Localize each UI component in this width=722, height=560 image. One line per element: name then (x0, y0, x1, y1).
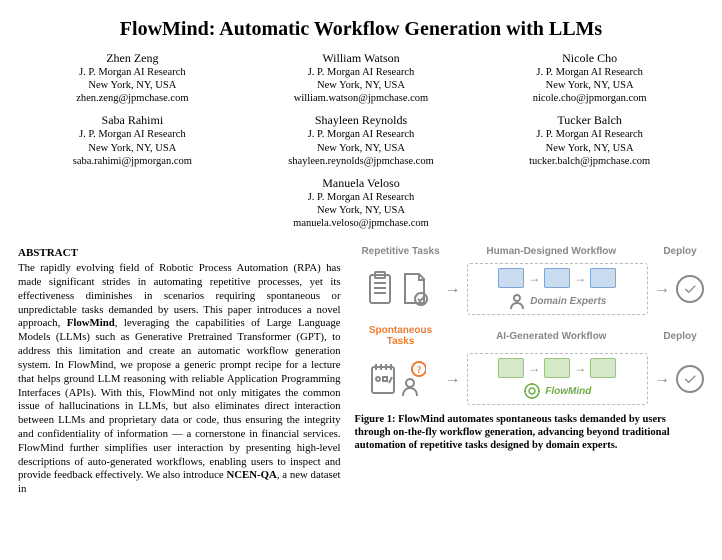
author-location: New York, NY, USA (247, 79, 476, 92)
author-name: Tucker Balch (475, 113, 704, 128)
document-check-icon (399, 271, 429, 307)
author-location: New York, NY, USA (18, 79, 247, 92)
workflow-node (544, 358, 570, 378)
fig-label-ai-workflow: AI-Generated Workflow (449, 331, 654, 342)
fig-label-repetitive: Repetitive Tasks (359, 246, 443, 257)
author-affiliation: J. P. Morgan AI Research (18, 66, 247, 79)
author-name: Zhen Zeng (18, 51, 247, 66)
author-location: New York, NY, USA (18, 142, 247, 155)
author-location: New York, NY, USA (247, 204, 476, 217)
workflow-node (498, 358, 524, 378)
author-location: New York, NY, USA (247, 142, 476, 155)
author-email: zhen.zeng@jpmchase.com (18, 92, 247, 105)
svg-text:?: ? (416, 365, 421, 376)
fig-label-spontaneous: Spontaneous Tasks (359, 325, 443, 347)
flowmind-label: FlowMind (545, 386, 591, 397)
author-email: shayleen.reynolds@jpmchase.com (247, 155, 476, 168)
author-email: manuela.veloso@jpmchase.com (247, 217, 476, 230)
deploy-check-icon (676, 365, 704, 393)
author-block: Shayleen Reynolds J. P. Morgan AI Resear… (247, 113, 476, 167)
author-name: Saba Rahimi (18, 113, 247, 128)
author-email: william.watson@jpmchase.com (247, 92, 476, 105)
author-block: Saba Rahimi J. P. Morgan AI Research New… (18, 113, 247, 167)
clipboard-icon (365, 271, 395, 307)
two-column-body: ABSTRACT The rapidly evolving field of R… (18, 246, 704, 497)
figure-caption: Figure 1: FlowMind automates spontaneous… (355, 413, 704, 452)
human-workflow-box: → → Domain Experts (467, 263, 648, 315)
author-block: Manuela Veloso J. P. Morgan AI Research … (247, 176, 476, 230)
author-location: New York, NY, USA (475, 142, 704, 155)
author-block: Tucker Balch J. P. Morgan AI Research Ne… (475, 113, 704, 167)
author-name: Nicole Cho (475, 51, 704, 66)
abstract-heading: ABSTRACT (18, 246, 341, 260)
arrow-icon: → (445, 280, 461, 298)
person-icon (508, 292, 526, 310)
arrow-icon: → (654, 370, 670, 388)
arrow-icon: → (654, 280, 670, 298)
author-email: tucker.balch@jpmchase.com (475, 155, 704, 168)
author-affiliation: J. P. Morgan AI Research (247, 128, 476, 141)
author-block: Nicole Cho J. P. Morgan AI Research New … (475, 51, 704, 105)
author-affiliation: J. P. Morgan AI Research (475, 66, 704, 79)
author-affiliation: J. P. Morgan AI Research (247, 191, 476, 204)
spontaneous-tasks-icons: ? (355, 361, 439, 397)
fig-label-deploy: Deploy (660, 246, 700, 257)
author-location: New York, NY, USA (475, 79, 704, 92)
author-name: William Watson (247, 51, 476, 66)
arrow-icon: → (445, 370, 461, 388)
author-name: Manuela Veloso (247, 176, 476, 191)
workflow-node (544, 268, 570, 288)
author-affiliation: J. P. Morgan AI Research (475, 128, 704, 141)
abstract-text: The rapidly evolving field of Robotic Pr… (18, 262, 341, 497)
deploy-check-icon (676, 275, 704, 303)
fig-label-human-workflow: Human-Designed Workflow (449, 246, 654, 257)
paper-title: FlowMind: Automatic Workflow Generation … (18, 18, 704, 41)
author-block: William Watson J. P. Morgan AI Research … (247, 51, 476, 105)
author-affiliation: J. P. Morgan AI Research (247, 66, 476, 79)
author-email: nicole.cho@jpmorgan.com (475, 92, 704, 105)
person-question-icon: ? (400, 361, 426, 397)
authors-grid: Zhen Zeng J. P. Morgan AI Research New Y… (18, 51, 704, 238)
author-affiliation: J. P. Morgan AI Research (18, 128, 247, 141)
abstract-column: ABSTRACT The rapidly evolving field of R… (18, 246, 341, 497)
author-block: Zhen Zeng J. P. Morgan AI Research New Y… (18, 51, 247, 105)
ai-workflow-box: → → FlowMind (467, 353, 648, 405)
workflow-node (498, 268, 524, 288)
fig-label-deploy: Deploy (660, 331, 700, 342)
notepad-icon (368, 361, 398, 397)
repetitive-tasks-icons (355, 271, 439, 307)
author-email: saba.rahimi@jpmorgan.com (18, 155, 247, 168)
author-name: Shayleen Reynolds (247, 113, 476, 128)
workflow-node (590, 358, 616, 378)
domain-experts-label: Domain Experts (530, 296, 606, 307)
figure-column: Repetitive Tasks Human-Designed Workflow… (355, 246, 704, 497)
figure-1: Repetitive Tasks Human-Designed Workflow… (355, 246, 704, 405)
workflow-node (590, 268, 616, 288)
gear-brain-icon (523, 382, 541, 400)
